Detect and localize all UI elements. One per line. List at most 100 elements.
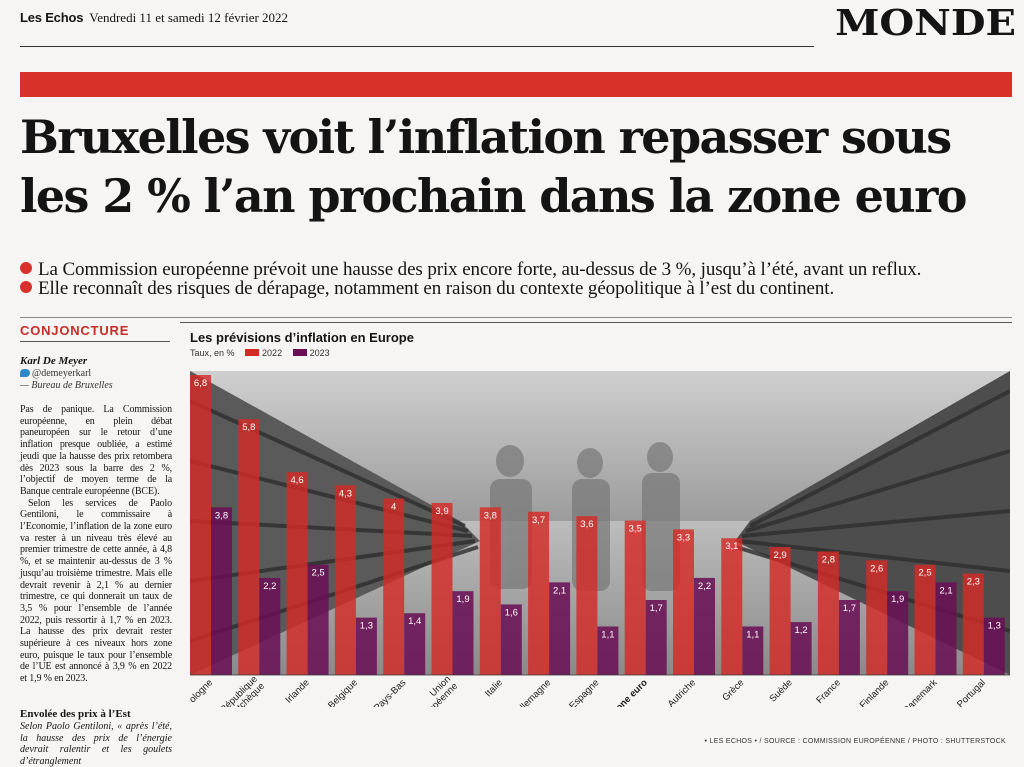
bar-2023 xyxy=(307,564,329,675)
bar-2022 xyxy=(286,472,308,675)
bar-value-label: 1,4 xyxy=(408,616,421,627)
chart-legend: Taux, en % 2022 2023 xyxy=(190,348,330,358)
bar-value-label: 2,9 xyxy=(773,550,786,561)
bar-value-label: 4,3 xyxy=(339,488,352,499)
category-label: Portugal xyxy=(955,677,988,707)
lead-text: La Commission européenne prévoit une hau… xyxy=(38,259,922,280)
bar-2022 xyxy=(721,538,743,675)
category-label: Républiquetchèque xyxy=(218,674,267,707)
masthead: Les Echos Vendredi 11 et samedi 12 févri… xyxy=(20,10,288,26)
category-label: Pologne xyxy=(190,677,215,707)
masthead-rule xyxy=(20,46,814,47)
bar-value-label: 2,1 xyxy=(553,585,566,596)
bar-2022 xyxy=(769,547,791,675)
bar-2023 xyxy=(694,577,715,675)
lead-item: La Commission européenne prévoit une hau… xyxy=(20,258,921,281)
source-credit: • LES ECHOS • / SOURCE : COMMISSION EURO… xyxy=(704,738,1006,745)
bar-2023 xyxy=(597,626,619,675)
article-body: Pas de panique. La Commission européenne… xyxy=(20,404,172,685)
bar-value-label: 5,8 xyxy=(242,422,255,433)
category-label: Allemagne xyxy=(514,677,554,707)
inflation-chart: 6,8 3,8 Pologne 5,8 2,2 Républiquetchèque 4,6 2… xyxy=(190,375,1010,707)
bar-value-label: 6,8 xyxy=(194,378,207,389)
bar-value-label: 2,2 xyxy=(263,581,276,592)
bar-2023 xyxy=(549,582,571,675)
bar-2023 xyxy=(838,600,860,675)
bar-2022 xyxy=(962,573,984,675)
bar-value-label: 3,6 xyxy=(580,519,593,530)
bar-value-label: 2,5 xyxy=(918,568,931,579)
legend-swatch-2022 xyxy=(245,349,260,356)
bar-value-label: 1,6 xyxy=(505,607,518,618)
bar-2022 xyxy=(673,529,694,675)
bar-2023 xyxy=(983,617,1005,675)
category-label: Suède xyxy=(768,677,795,704)
article-subheading: Envolée des prix à l’Est xyxy=(20,708,131,720)
bar-value-label: 1,3 xyxy=(360,621,373,632)
red-band xyxy=(20,72,1012,97)
bar-value-label: 3,9 xyxy=(435,506,448,517)
bar-value-label: 1,7 xyxy=(650,603,663,614)
bar-value-label: 2,6 xyxy=(870,563,883,574)
bar-value-label: 4 xyxy=(391,502,396,513)
category-label: Finlande xyxy=(858,677,892,707)
author-bureau: — Bureau de Bruxelles xyxy=(20,380,113,391)
bar-value-label: 1,9 xyxy=(456,594,469,605)
chart-title: Les prévisions d’inflation en Europe xyxy=(190,330,414,345)
category-label: Zone euro xyxy=(610,677,650,707)
bar-value-label: 3,3 xyxy=(677,532,690,543)
bar-value-label: 3,8 xyxy=(484,510,497,521)
bar-2022 xyxy=(383,498,405,675)
bar-value-label: 2,8 xyxy=(822,554,835,565)
bar-2023 xyxy=(935,582,957,675)
bar-2023 xyxy=(355,617,377,675)
bar-value-label: 3,5 xyxy=(629,524,642,535)
category-label: Belgique xyxy=(326,677,360,707)
bar-2023 xyxy=(452,591,474,675)
bullet-dot-icon xyxy=(20,262,32,274)
bar-2022 xyxy=(576,516,598,675)
bar-2023 xyxy=(742,626,764,675)
category-label: France xyxy=(814,677,843,706)
bar-2023 xyxy=(404,613,426,675)
bar-2022 xyxy=(334,485,356,675)
bar-2023 xyxy=(887,591,909,675)
bar-2022 xyxy=(817,551,839,675)
bar-2023 xyxy=(259,577,281,675)
category-label: Espagne xyxy=(567,677,601,707)
twitter-handle: @demeyerkarl xyxy=(32,368,92,379)
category-label: Danemark xyxy=(901,677,940,707)
bullet-dot-icon xyxy=(20,281,32,293)
article-paragraph: Selon Paolo Gentiloni, « après l’été, la… xyxy=(20,721,172,767)
bar-2023 xyxy=(645,600,667,675)
article-paragraph: Selon les services de Paolo Gentiloni, l… xyxy=(20,497,172,685)
category-label: Irlande xyxy=(283,677,311,705)
bar-2023 xyxy=(790,622,812,675)
bar-value-label: 2,5 xyxy=(311,568,324,579)
issue-date: Vendredi 11 et samedi 12 février 2022 xyxy=(89,10,289,25)
category-label: Pays-Bas xyxy=(372,677,409,707)
headline: Bruxelles voit l’inflation repasser sous… xyxy=(20,110,967,223)
legend-label-2022: 2022 xyxy=(262,348,283,358)
bar-2022 xyxy=(479,507,501,675)
legend-swatch-2023 xyxy=(292,349,307,356)
bar-2022 xyxy=(528,511,550,675)
bar-2023 xyxy=(211,507,232,675)
bar-2022 xyxy=(238,419,260,675)
bar-2022 xyxy=(431,502,453,675)
bar-value-label: 2,2 xyxy=(698,581,711,592)
section-title: MONDE xyxy=(835,2,1016,44)
bar-2022 xyxy=(866,560,888,675)
category-label: Autriche xyxy=(666,677,698,707)
author-twitter[interactable]: @demeyerkarl xyxy=(20,368,91,379)
separator xyxy=(20,317,1012,318)
bar-value-label: 1,2 xyxy=(794,625,807,636)
bar-2023 xyxy=(500,604,522,675)
bar-value-label: 3,7 xyxy=(532,515,545,526)
bar-value-label: 1,3 xyxy=(988,621,1001,632)
bar-value-label: 1,9 xyxy=(891,594,904,605)
bar-2022 xyxy=(190,375,211,675)
bar-value-label: 3,8 xyxy=(215,510,228,521)
legend-label-2023: 2023 xyxy=(309,348,330,358)
bar-2022 xyxy=(914,564,936,675)
